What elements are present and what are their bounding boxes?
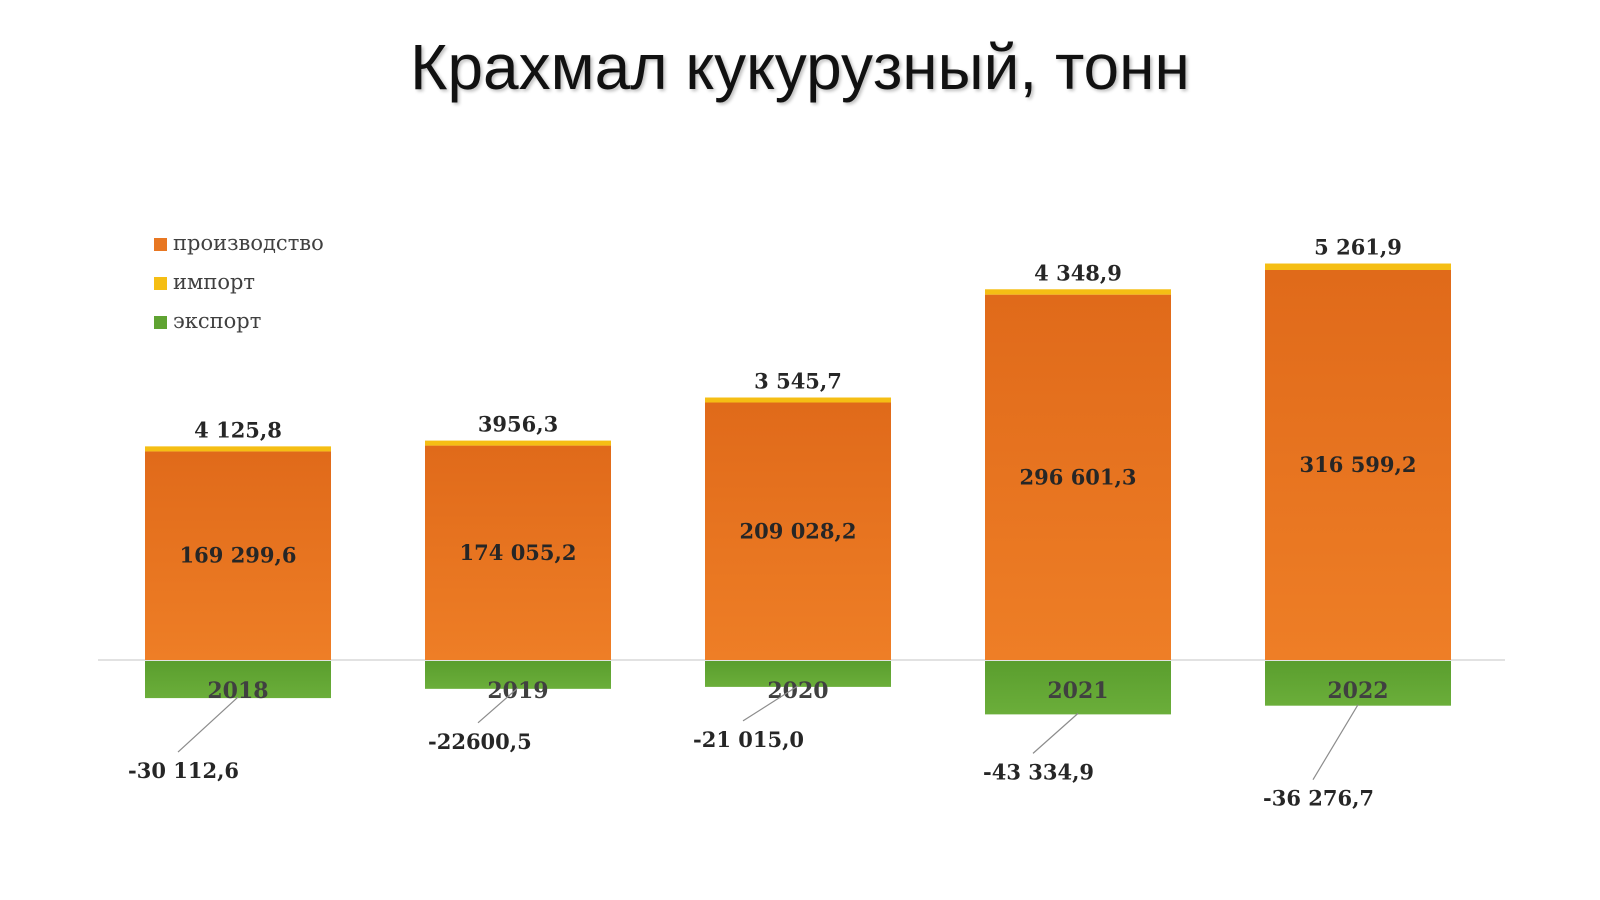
bar-production-2020 xyxy=(705,402,891,660)
bars-group xyxy=(145,263,1451,715)
category-label-2019: 2019 xyxy=(487,678,548,704)
bar-production-2021 xyxy=(985,294,1171,660)
legend-swatch-export xyxy=(154,316,167,329)
label-import-2021: 4 348,9 xyxy=(1034,260,1122,285)
bar-export-2018 xyxy=(145,661,331,699)
label-import-2020: 3 545,7 xyxy=(754,369,842,394)
leader-line-export-2021 xyxy=(1032,712,1079,754)
label-export-2021: -43 334,9 xyxy=(983,759,1094,784)
category-label-2022: 2022 xyxy=(1327,678,1388,704)
bar-production-2019 xyxy=(425,445,611,660)
label-import-2018: 4 125,8 xyxy=(194,417,282,442)
label-production-2018: 169 299,6 xyxy=(180,543,297,568)
category-label-2020: 2020 xyxy=(767,678,828,704)
legend-swatch-import xyxy=(154,277,167,290)
label-export-2019: -22600,5 xyxy=(428,729,532,754)
bar-export-2022 xyxy=(1265,661,1451,706)
label-production-2022: 316 599,2 xyxy=(1300,452,1417,477)
label-production-2021: 296 601,3 xyxy=(1020,464,1137,489)
label-production-2019: 174 055,2 xyxy=(460,540,577,565)
leader-line-export-2019 xyxy=(477,687,519,724)
legend-label-export: экспорт xyxy=(173,309,261,333)
bar-import-2020 xyxy=(705,397,891,403)
leader-line-export-2022 xyxy=(1312,704,1359,780)
leader-line-export-2018 xyxy=(177,696,239,753)
legend: производство импорт экспорт xyxy=(154,231,324,333)
legend-swatch-production xyxy=(154,238,167,251)
bar-export-2019 xyxy=(425,661,611,689)
label-import-2019: 3956,3 xyxy=(478,412,558,437)
labels-group: 169 299,6 4 125,8 2018 -30 112,6 174 055,2 39… xyxy=(128,235,1416,811)
leader-line-export-2020 xyxy=(742,685,799,722)
bar-import-2021 xyxy=(985,289,1171,295)
legend-label-production: производство xyxy=(173,231,324,255)
category-label-2021: 2021 xyxy=(1047,678,1108,704)
label-export-2018: -30 112,6 xyxy=(128,758,239,783)
bar-production-2018 xyxy=(145,451,331,660)
label-export-2020: -21 015,0 xyxy=(693,727,804,752)
bar-production-2022 xyxy=(1265,270,1451,660)
legend-label-import: импорт xyxy=(173,270,255,294)
label-import-2022: 5 261,9 xyxy=(1314,235,1402,260)
bar-import-2022 xyxy=(1265,263,1451,270)
category-label-2018: 2018 xyxy=(207,678,268,704)
label-export-2022: -36 276,7 xyxy=(1263,786,1374,811)
label-production-2020: 209 028,2 xyxy=(740,518,857,543)
bar-import-2018 xyxy=(145,446,331,452)
bar-export-2021 xyxy=(985,661,1171,715)
bar-import-2019 xyxy=(425,440,611,446)
bar-export-2020 xyxy=(705,661,891,687)
chart-title: Крахмал кукурузный, тонн xyxy=(410,31,1190,103)
